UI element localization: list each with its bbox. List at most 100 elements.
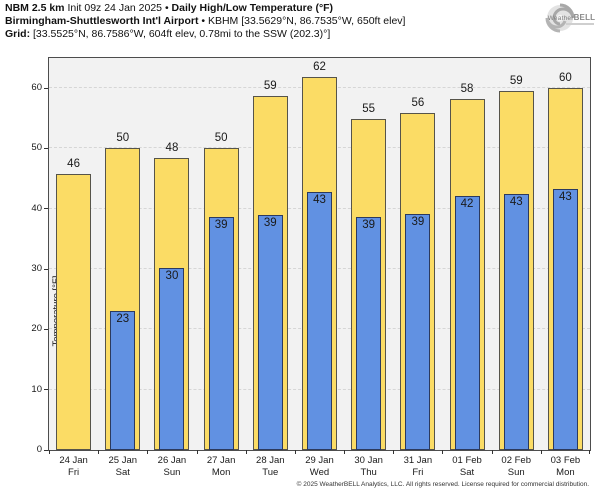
high-value-label: 56 [411,97,425,110]
x-axis-label: 25 Jan Sat [98,455,147,479]
low-value-label: 39 [362,218,376,231]
y-axis-tick-label: 20 [31,323,42,335]
x-axis-label: 30 Jan Thu [344,455,393,479]
model-name: NBM 2.5 km [5,2,65,14]
x-axis-tick [442,450,443,454]
x-axis-tick [541,450,542,454]
x-axis-label: 02 Feb Sun [492,455,541,479]
y-axis-tick [44,208,48,210]
header-line-3: Grid: [33.5525°N, 86.7586°W, 604ft elev,… [5,28,405,41]
header-line-1: NBM 2.5 km Init 09z 24 Jan 2025 • Daily … [5,2,405,15]
y-axis-tick [44,87,48,89]
x-axis-tick [295,450,296,454]
high-value-label: 50 [116,132,130,145]
low-bar [110,310,136,450]
x-axis-day: Sat [115,467,130,478]
high-value-label: 62 [313,61,326,74]
x-axis-label: 03 Feb Mon [541,455,590,479]
high-value-label: 48 [165,142,179,155]
low-bar [503,193,529,450]
y-axis-tick-label: 0 [36,444,42,455]
low-value-label: 39 [263,217,277,230]
x-axis-label: 28 Jan Tue [246,455,295,479]
high-value-label: 55 [362,102,376,115]
x-axis-tick [246,450,247,454]
station-name: Birmingham-Shuttlesworth Int'l Airport [5,15,199,27]
low-bar [159,267,185,450]
x-axis-label: 24 Jan Fri [49,455,98,479]
chart-header: NBM 2.5 km Init 09z 24 Jan 2025 • Daily … [5,2,405,41]
x-axis-label: 31 Jan Fri [393,455,442,479]
x-axis-tick [344,450,345,454]
x-axis-date: 28 Jan [256,455,285,466]
low-bar [356,216,382,450]
high-value-label: 46 [67,157,80,170]
y-axis-tick [44,147,48,149]
high-value-label: 59 [263,79,277,92]
logo-bell-text: BELL [573,13,596,22]
y-axis-tick-label: 60 [31,82,42,94]
x-axis-day: Wed [309,467,330,478]
x-axis-day: Mon [556,467,575,478]
x-axis-tick [98,450,99,454]
x-axis-day: Thu [360,467,377,478]
y-axis-tick-label: 50 [31,142,42,154]
low-value-label: 43 [509,195,523,208]
high-bar [56,173,92,450]
product-title: Daily High/Low Temperature (°F) [171,2,334,14]
low-value-label: 42 [460,198,474,211]
x-axis-label: 29 Jan Wed [295,455,344,479]
x-axis-day: Fri [68,467,80,478]
y-axis-tick [44,328,48,330]
station-info: • KBHM [33.5629°N, 86.7535°W, 650ft elev… [198,15,406,27]
grid-label: Grid: [5,28,31,40]
x-axis-date: 03 Feb [550,455,581,466]
high-value-label: 58 [460,83,474,95]
low-value-label: 43 [313,193,326,206]
low-bar [208,217,234,450]
high-value-label: 60 [559,72,572,85]
grid-info: [33.5525°N, 86.7586°W, 604ft elev, 0.78m… [30,28,331,40]
y-axis-tick-label: 30 [31,263,42,275]
low-value-label: 39 [411,215,425,228]
y-axis-tick [44,449,48,451]
low-bar [552,189,578,450]
x-axis-tick [589,450,590,454]
x-axis-date: 30 Jan [354,455,383,466]
x-axis-date: 26 Jan [157,455,187,466]
logo-subtext-decoration [566,23,594,25]
x-axis-day: Tue [262,467,279,478]
x-axis-day: Sat [459,467,475,478]
x-axis-label: 27 Jan Mon [197,455,246,479]
copyright-text: © 2025 WeatherBELL Analytics, LLC. All r… [296,481,589,488]
x-axis-date: 25 Jan [108,455,138,466]
y-axis-tick [44,389,48,391]
low-bar [257,215,283,450]
x-axis-tick [492,450,493,454]
x-axis-date: 24 Jan [59,455,88,466]
x-axis-date: 29 Jan [305,455,334,466]
hurricane-swirl-icon [545,3,575,33]
x-axis-day: Mon [211,467,231,478]
high-value-label: 59 [509,75,523,88]
low-value-label: 39 [214,219,228,232]
header-line-2: Birmingham-Shuttlesworth Int'l Airport •… [5,15,405,28]
x-axis-day: Sun [507,467,525,478]
y-axis-tick-label: 10 [31,383,42,395]
x-axis-label: 26 Jan Sun [147,455,196,479]
x-axis-tick [197,450,198,454]
init-time: Init 09z 24 Jan 2025 • [64,2,172,14]
weatherbell-logo: WeatherBELL [544,2,596,34]
low-value-label: 43 [559,191,572,204]
y-axis-tick-label: 40 [31,202,42,214]
x-axis-tick [147,450,148,454]
x-axis-label: 01 Feb Sat [442,455,491,479]
x-axis-date: 01 Feb [452,455,482,466]
x-axis-date: 27 Jan [206,455,236,466]
x-axis-tick [49,450,50,454]
x-axis-tick [393,450,394,454]
low-value-label: 23 [116,312,130,325]
x-axis-date: 31 Jan [403,455,433,466]
